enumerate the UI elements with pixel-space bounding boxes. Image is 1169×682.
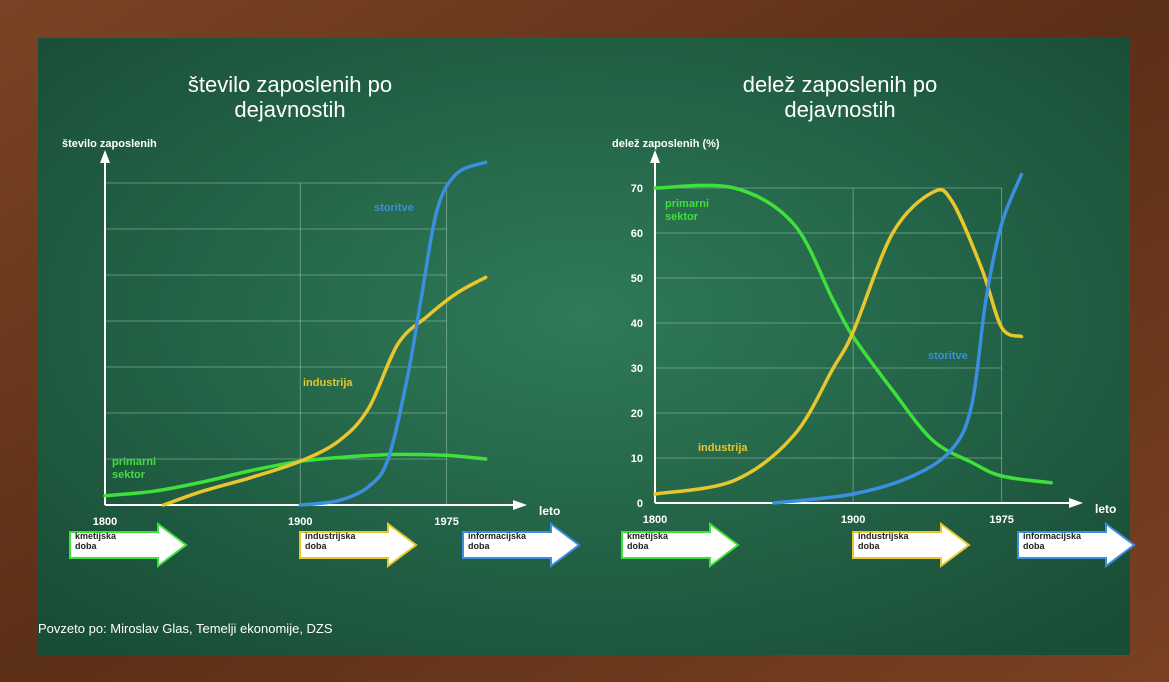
y-tick-label: 30 xyxy=(631,363,643,375)
y-tick-label: 50 xyxy=(631,273,643,285)
y-tick-label: 60 xyxy=(631,228,643,240)
x-tick-label: 1800 xyxy=(93,516,117,528)
y-tick-label: 40 xyxy=(631,318,643,330)
series-label: storitve xyxy=(928,350,978,363)
x-tick-label: 1975 xyxy=(434,516,458,528)
series-label: industrija xyxy=(698,442,748,455)
board xyxy=(38,38,1130,655)
series-label: industrija xyxy=(303,377,353,390)
source-note: Povzeto po: Miroslav Glas, Temelji ekono… xyxy=(38,622,333,637)
era-label: industrijska doba xyxy=(858,531,918,552)
y-tick-label: 20 xyxy=(631,408,643,420)
x-tick-label: 1800 xyxy=(643,514,667,526)
x-tick-label: 1900 xyxy=(288,516,312,528)
y-tick-label: 0 xyxy=(637,498,643,510)
x-tick-label: 1975 xyxy=(989,514,1013,526)
era-label: informacijska doba xyxy=(468,531,528,552)
chart-title: delež zaposlenih po dejavnostih xyxy=(690,72,990,123)
y-axis-label: število zaposlenih xyxy=(62,138,157,151)
y-axis-label: delež zaposlenih (%) xyxy=(612,138,720,151)
series-label: storitve xyxy=(374,202,424,215)
chalkboard-page: 180019001975010203040506070180019001975 … xyxy=(0,0,1169,682)
era-label: kmetijska doba xyxy=(75,531,135,552)
x-axis-label: leto xyxy=(1095,503,1116,517)
x-axis-label: leto xyxy=(539,505,560,519)
era-label: informacijska doba xyxy=(1023,531,1083,552)
era-label: kmetijska doba xyxy=(627,531,687,552)
era-label: industrijska doba xyxy=(305,531,365,552)
y-tick-label: 10 xyxy=(631,453,643,465)
y-tick-label: 70 xyxy=(631,183,643,195)
chart-title: število zaposlenih po dejavnostih xyxy=(140,72,440,123)
series-label: primarni sektor xyxy=(112,456,162,481)
series-label: primarni sektor xyxy=(665,198,715,223)
x-tick-label: 1900 xyxy=(841,514,865,526)
